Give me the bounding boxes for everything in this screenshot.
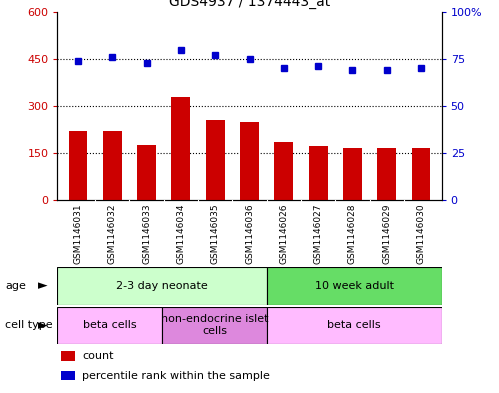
Bar xyxy=(412,148,431,200)
Bar xyxy=(309,146,327,200)
Text: 2-3 day neonate: 2-3 day neonate xyxy=(116,281,208,291)
Bar xyxy=(377,148,396,200)
Text: GSM1146034: GSM1146034 xyxy=(176,204,186,264)
Bar xyxy=(172,97,190,200)
Bar xyxy=(137,145,156,200)
Text: beta cells: beta cells xyxy=(327,320,381,330)
Bar xyxy=(274,142,293,200)
Text: ►: ► xyxy=(37,319,47,332)
Text: GSM1146029: GSM1146029 xyxy=(382,204,391,264)
Bar xyxy=(206,120,225,200)
Text: GSM1146032: GSM1146032 xyxy=(108,204,117,264)
Bar xyxy=(68,131,87,200)
Text: beta cells: beta cells xyxy=(83,320,137,330)
Text: GSM1146031: GSM1146031 xyxy=(73,204,82,264)
Bar xyxy=(61,351,75,361)
Text: GSM1146035: GSM1146035 xyxy=(211,204,220,264)
Text: percentile rank within the sample: percentile rank within the sample xyxy=(82,371,270,381)
Text: cell type: cell type xyxy=(5,320,52,330)
Bar xyxy=(103,130,122,200)
Text: GSM1146030: GSM1146030 xyxy=(417,204,426,264)
Text: GSM1146036: GSM1146036 xyxy=(245,204,254,264)
Bar xyxy=(61,371,75,380)
Bar xyxy=(343,148,362,200)
Text: GSM1146027: GSM1146027 xyxy=(313,204,323,264)
Text: GSM1146026: GSM1146026 xyxy=(279,204,288,264)
Bar xyxy=(57,307,162,344)
Text: non-endocrine islet
cells: non-endocrine islet cells xyxy=(161,314,268,336)
Text: GSM1146033: GSM1146033 xyxy=(142,204,151,264)
Text: 10 week adult: 10 week adult xyxy=(315,281,394,291)
Text: count: count xyxy=(82,351,114,361)
Text: ►: ► xyxy=(37,279,47,292)
Bar xyxy=(240,122,259,200)
Bar xyxy=(57,267,267,305)
Title: GDS4937 / 1374443_at: GDS4937 / 1374443_at xyxy=(169,0,330,9)
Text: age: age xyxy=(5,281,26,291)
Bar xyxy=(162,307,267,344)
Text: GSM1146028: GSM1146028 xyxy=(348,204,357,264)
Bar xyxy=(267,267,442,305)
Bar xyxy=(267,307,442,344)
